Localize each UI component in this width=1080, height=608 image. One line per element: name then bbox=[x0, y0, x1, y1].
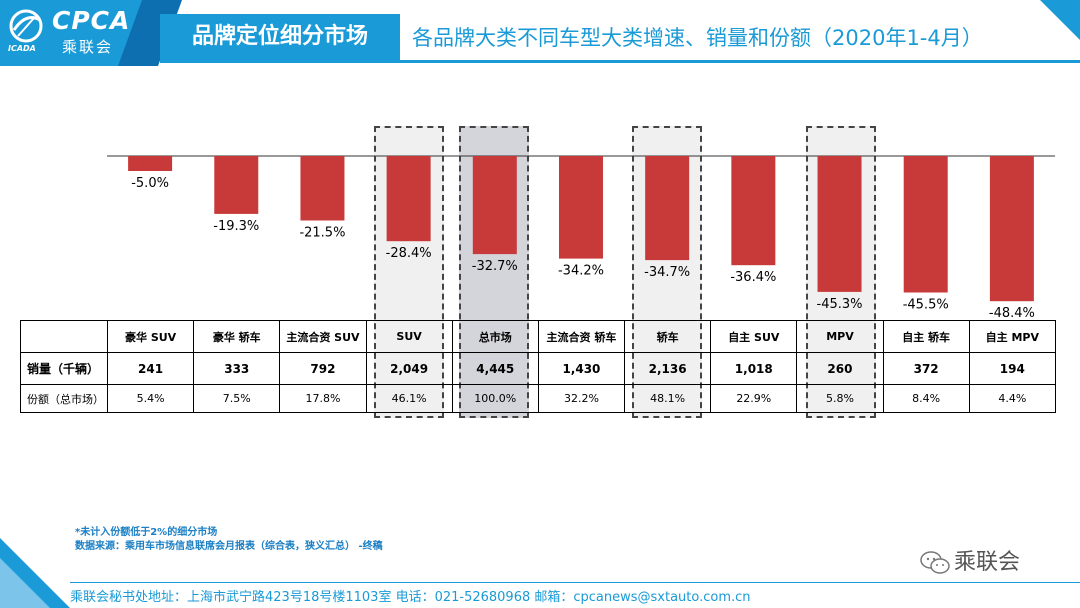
bar-data-label: -21.5% bbox=[299, 226, 345, 241]
header-corner-decoration bbox=[1040, 0, 1080, 40]
bar bbox=[731, 156, 776, 266]
bar bbox=[386, 156, 431, 242]
share-cell: 17.8% bbox=[279, 384, 367, 413]
bar bbox=[817, 156, 862, 292]
column-header: 自主 轿车 bbox=[882, 320, 970, 353]
page-title: 品牌定位细分市场 bbox=[160, 14, 400, 60]
column-header: 自主 MPV bbox=[968, 320, 1056, 353]
column-header: SUV bbox=[365, 320, 453, 353]
column-header: 主流合资 轿车 bbox=[537, 320, 626, 353]
share-cell: 4.4% bbox=[968, 384, 1056, 413]
sales-cell: 1,018 bbox=[710, 352, 798, 385]
share-cell: 7.5% bbox=[193, 384, 281, 413]
row-header-sales: 销量（千辆） bbox=[20, 352, 108, 385]
column-header: 总市场 bbox=[451, 320, 539, 353]
footnote-line-2: 数据来源：乘用车市场信息联席会月报表（综合表，狭义汇总） -终稿 bbox=[75, 541, 383, 552]
share-cell: 100.0% bbox=[451, 384, 539, 413]
bar-data-label: -45.3% bbox=[817, 297, 863, 312]
footer-divider bbox=[70, 582, 1080, 583]
share-cell: 48.1% bbox=[624, 384, 712, 413]
table-header-row: 豪华 SUV 豪华 轿车 主流合资 SUV SUV 总市场 主流合资 轿车 轿车 自主 SUV… bbox=[20, 320, 1056, 353]
wechat-icon bbox=[920, 551, 950, 574]
footnote: *未计入份额低于2%的细分市场 数据来源：乘用车市场信息联席会月报表（综合表，狭… bbox=[75, 526, 383, 554]
bar bbox=[989, 156, 1034, 302]
footer-corner-decoration-light bbox=[0, 558, 50, 608]
row-header-share: 份额（总市场） bbox=[20, 384, 108, 413]
cpca-emblem-icon bbox=[9, 9, 43, 43]
column-header: 轿车 bbox=[624, 320, 712, 353]
column-header: MPV bbox=[796, 320, 884, 353]
header-divider bbox=[160, 60, 1080, 63]
sales-cell: 333 bbox=[193, 352, 281, 385]
bar bbox=[472, 156, 517, 255]
bar-data-label: -19.3% bbox=[213, 219, 259, 234]
wechat-badge: 乘联会 bbox=[920, 544, 1020, 576]
share-cell: 5.8% bbox=[796, 384, 884, 413]
footnote-line-1: *未计入份额低于2%的细分市场 bbox=[75, 527, 218, 538]
sales-cell: 2,049 bbox=[365, 352, 453, 385]
bar-data-label: -28.4% bbox=[386, 246, 432, 261]
logo-en: CPCA bbox=[52, 6, 131, 35]
bar-data-label: -36.4% bbox=[730, 270, 776, 285]
bar-data-label: -34.2% bbox=[558, 264, 604, 279]
logo-abbr: ICADA bbox=[8, 44, 36, 53]
cpca-logo: ICADA CPCA 乘联会 bbox=[6, 6, 146, 56]
bar bbox=[558, 156, 603, 259]
sales-cell: 372 bbox=[882, 352, 970, 385]
sales-cell: 241 bbox=[106, 352, 195, 385]
share-cell: 22.9% bbox=[710, 384, 798, 413]
share-cell: 46.1% bbox=[365, 384, 453, 413]
page-subtitle: 各品牌大类不同车型大类增速、销量和份额（2020年1-4月） bbox=[412, 26, 983, 50]
logo-cn: 乘联会 bbox=[62, 38, 114, 56]
sales-cell: 2,136 bbox=[624, 352, 712, 385]
column-header: 主流合资 SUV bbox=[279, 320, 367, 353]
bar-data-label: -34.7% bbox=[644, 265, 690, 280]
table-row-sales: 销量（千辆） 241 333 792 2,049 4,445 1,430 2,136 1,01… bbox=[20, 352, 1056, 385]
sales-cell: 4,445 bbox=[451, 352, 539, 385]
bar-data-label: -48.4% bbox=[989, 306, 1035, 320]
growth-bar-chart: -5.0% -19.3% -21.5% -28.4% -32.7% -34.2% -34.7… bbox=[107, 155, 1055, 320]
bar bbox=[128, 156, 173, 171]
sales-cell: 792 bbox=[279, 352, 367, 385]
sales-cell: 194 bbox=[968, 352, 1056, 385]
bar bbox=[645, 156, 690, 261]
wechat-label: 乘联会 bbox=[954, 550, 1021, 575]
bar bbox=[903, 156, 948, 293]
bar bbox=[300, 156, 345, 221]
table-row-share: 份额（总市场） 5.4% 7.5% 17.8% 46.1% 100.0% 32.2% 48.… bbox=[20, 384, 1056, 413]
bar-data-label: -5.0% bbox=[131, 176, 169, 191]
footer-address: 乘联会秘书处地址：上海市武宁路423号18号楼1103室 电话：021-5268… bbox=[70, 590, 751, 605]
share-cell: 8.4% bbox=[882, 384, 970, 413]
column-header: 豪华 SUV bbox=[106, 320, 195, 353]
column-header: 自主 SUV bbox=[710, 320, 798, 353]
bar-data-label: -32.7% bbox=[472, 259, 518, 274]
sales-cell: 260 bbox=[796, 352, 884, 385]
bar bbox=[214, 156, 259, 214]
sales-cell: 1,430 bbox=[537, 352, 626, 385]
bar-data-label: -45.5% bbox=[903, 298, 949, 313]
share-cell: 5.4% bbox=[106, 384, 195, 413]
sales-share-table: 豪华 SUV 豪华 轿车 主流合资 SUV SUV 总市场 主流合资 轿车 轿车 自主 SUV… bbox=[20, 320, 1056, 413]
table-corner-cell bbox=[20, 320, 108, 353]
share-cell: 32.2% bbox=[537, 384, 626, 413]
column-header: 豪华 轿车 bbox=[193, 320, 281, 353]
